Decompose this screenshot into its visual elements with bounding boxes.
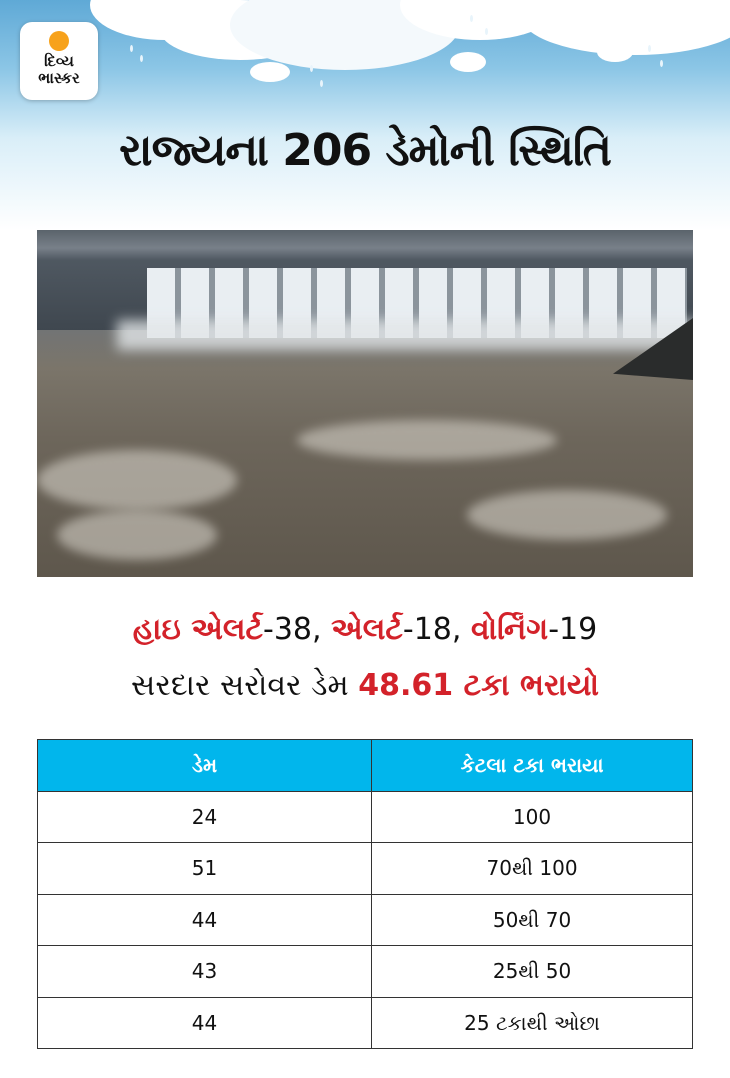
rain-cloud-banner: [0, 0, 730, 230]
logo-text-line2: ભાસ્કર: [38, 69, 80, 87]
sardar-percentage: 48.61 ટકા ભરાયો: [358, 668, 599, 703]
dam-count-cell: 44: [36, 996, 373, 1049]
sardar-sarovar-status: સરદાર સરોવર ડેમ 48.61 ટકા ભરાયો: [0, 668, 730, 703]
alert-label: એલર્ટ: [331, 612, 403, 647]
alert-value: -18,: [402, 612, 462, 647]
table-header-row: ડેમ કેટલા ટકા ભરાયા: [36, 739, 693, 792]
fill-percent-cell: 25થી 50: [371, 945, 693, 998]
dam-count-cell: 51: [36, 842, 373, 895]
header-dams: ડેમ: [36, 739, 373, 792]
table-row: 51 70થી 100: [36, 842, 693, 895]
dam-count-cell: 24: [36, 790, 373, 843]
table-row: 24 100: [36, 790, 693, 843]
table-row: 43 25થી 50: [36, 945, 693, 998]
alert-summary: હાઇ એલર્ટ-38, એલર્ટ-18, વોર્નિંગ-19: [0, 612, 730, 647]
table-row: 44 50થી 70: [36, 893, 693, 946]
fill-percent-cell: 50થી 70: [371, 893, 693, 946]
divya-bhaskar-logo: દિવ્ય ભાસ્કર: [20, 22, 98, 100]
sardar-text: સરદાર સરોવર ડેમ: [131, 668, 349, 703]
dam-photo: [37, 230, 693, 577]
table-row: 44 25 ટકાથી ઓછા: [36, 996, 693, 1049]
dam-fill-table: ડેમ કેટલા ટકા ભરાયા 24 100 51 70થી 100 44 50થ…: [36, 739, 693, 1049]
fill-percent-cell: 70થી 100: [371, 842, 693, 895]
warning-label: વોર્નિંગ: [470, 612, 549, 647]
sun-icon: [49, 31, 69, 51]
logo-text-line1: દિવ્ય: [44, 52, 74, 70]
dam-count-cell: 43: [36, 945, 373, 998]
dam-count-cell: 44: [36, 893, 373, 946]
header-fill-percent: કેટલા ટકા ભરાયા: [371, 739, 693, 792]
high-alert-value: -38,: [263, 612, 322, 647]
high-alert-label: હાઇ એલર્ટ: [132, 612, 263, 647]
fill-percent-cell: 100: [371, 790, 693, 843]
warning-value: -19: [548, 612, 598, 647]
page-title: રાજ્યના 206 ડેમોની સ્થિતિ: [119, 125, 612, 176]
fill-percent-cell: 25 ટકાથી ઓછા: [371, 996, 693, 1049]
